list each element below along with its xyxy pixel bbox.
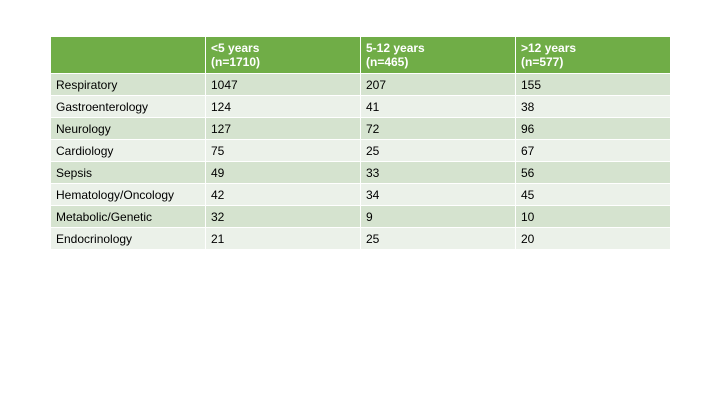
value-cell: 25 <box>360 139 516 162</box>
category-cell: Endocrinology <box>50 227 206 250</box>
category-cell: Neurology <box>50 117 206 140</box>
value-cell: 45 <box>515 183 671 206</box>
value-cell: 20 <box>515 227 671 250</box>
header-line1: <5 years <box>211 41 260 55</box>
category-cell: Sepsis <box>50 161 206 184</box>
header-line1: 5-12 years <box>366 41 425 55</box>
value-cell: 56 <box>515 161 671 184</box>
value-cell: 207 <box>360 73 516 96</box>
header-cell-over-12: >12 years (n=577) <box>515 37 671 74</box>
table-row: Gastroenterology 124 41 38 <box>50 95 671 118</box>
table-row: Respiratory 1047 207 155 <box>50 73 671 96</box>
value-cell: 9 <box>360 205 516 228</box>
value-cell: 38 <box>515 95 671 118</box>
header-line2: (n=465) <box>366 55 409 69</box>
category-cell: Hematology/Oncology <box>50 183 206 206</box>
header-line2: (n=1710) <box>211 55 261 69</box>
table-row: Hematology/Oncology 42 34 45 <box>50 183 671 206</box>
value-cell: 42 <box>205 183 361 206</box>
table-row: Sepsis 49 33 56 <box>50 161 671 184</box>
value-cell: 21 <box>205 227 361 250</box>
data-table: <5 years (n=1710) 5-12 years (n=465) >12… <box>50 37 671 250</box>
value-cell: 34 <box>360 183 516 206</box>
table-row: Neurology 127 72 96 <box>50 117 671 140</box>
value-cell: 41 <box>360 95 516 118</box>
value-cell: 96 <box>515 117 671 140</box>
category-cell: Metabolic/Genetic <box>50 205 206 228</box>
table-row: Endocrinology 21 25 20 <box>50 227 671 250</box>
value-cell: 1047 <box>205 73 361 96</box>
value-cell: 67 <box>515 139 671 162</box>
value-cell: 10 <box>515 205 671 228</box>
header-cell-under-5: <5 years (n=1710) <box>205 37 361 74</box>
table-row: Cardiology 75 25 67 <box>50 139 671 162</box>
category-cell: Gastroenterology <box>50 95 206 118</box>
header-cell-5-12: 5-12 years (n=465) <box>360 37 516 74</box>
value-cell: 155 <box>515 73 671 96</box>
value-cell: 25 <box>360 227 516 250</box>
value-cell: 33 <box>360 161 516 184</box>
category-cell: Respiratory <box>50 73 206 96</box>
value-cell: 127 <box>205 117 361 140</box>
header-line2: (n=577) <box>521 55 564 69</box>
value-cell: 75 <box>205 139 361 162</box>
value-cell: 72 <box>360 117 516 140</box>
value-cell: 32 <box>205 205 361 228</box>
value-cell: 124 <box>205 95 361 118</box>
table-row: Metabolic/Genetic 32 9 10 <box>50 205 671 228</box>
header-cell-category <box>50 37 206 74</box>
header-line1: >12 years <box>521 41 577 55</box>
value-cell: 49 <box>205 161 361 184</box>
header-row: <5 years (n=1710) 5-12 years (n=465) >12… <box>50 37 671 74</box>
category-cell: Cardiology <box>50 139 206 162</box>
